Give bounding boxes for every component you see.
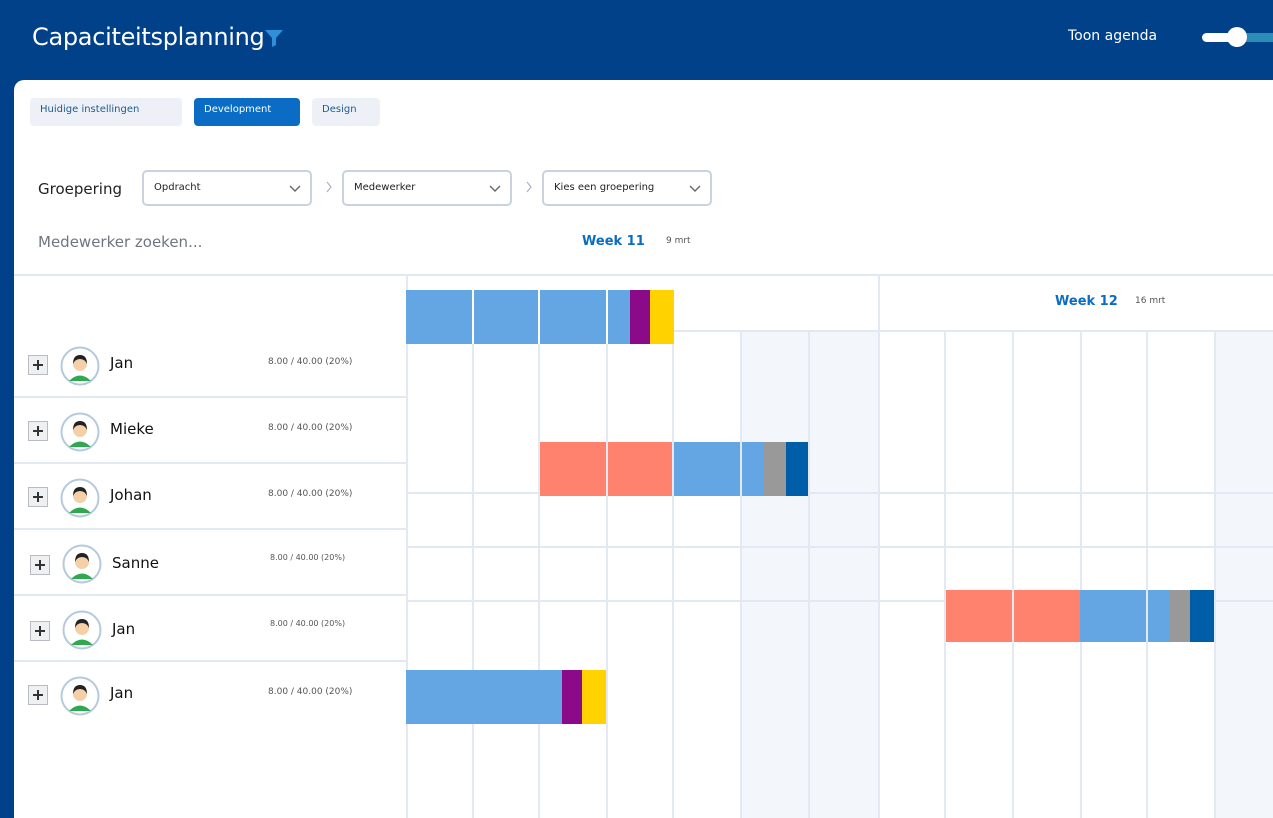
divider bbox=[406, 600, 1273, 602]
expand-plus-icon[interactable] bbox=[30, 621, 50, 641]
select-value: Medewerker bbox=[354, 182, 416, 193]
employee-hours: 8.00 / 40.00 (20%) bbox=[268, 687, 353, 697]
grouping-label: Groepering bbox=[38, 180, 122, 198]
employee-row: Jan 8.00 / 40.00 (20%) bbox=[14, 662, 406, 728]
task-block[interactable] bbox=[1148, 590, 1170, 642]
employee-name: Jan bbox=[110, 354, 134, 372]
task-block[interactable] bbox=[1170, 590, 1190, 642]
avatar-icon bbox=[60, 346, 100, 386]
tab-design[interactable]: Design bbox=[312, 98, 380, 126]
chevron-down-icon bbox=[289, 185, 301, 192]
tab-huidige-instellingen[interactable]: Huidige instellingen bbox=[30, 98, 182, 126]
task-block[interactable] bbox=[608, 442, 672, 496]
employee-hours: 8.00 / 40.00 (20%) bbox=[268, 489, 353, 499]
employee-name: Jan bbox=[110, 684, 134, 702]
weekend-column bbox=[1216, 332, 1273, 818]
grid-line bbox=[606, 344, 608, 818]
select-value: Kies een groepering bbox=[554, 182, 655, 193]
employee-row: Jan 8.00 / 40.00 (20%) bbox=[14, 332, 406, 398]
task-block[interactable] bbox=[474, 290, 538, 344]
employee-hours: 8.00 / 40.00 (20%) bbox=[270, 553, 346, 562]
task-block[interactable] bbox=[946, 590, 1012, 642]
expand-plus-icon[interactable] bbox=[28, 685, 48, 705]
task-block[interactable] bbox=[406, 670, 540, 724]
grid-line bbox=[1012, 332, 1014, 818]
divider bbox=[406, 546, 1273, 548]
divider bbox=[14, 274, 1273, 276]
tab-development[interactable]: Development bbox=[194, 98, 300, 126]
task-block[interactable] bbox=[540, 290, 606, 344]
avatar-icon bbox=[62, 544, 102, 584]
avatar-icon bbox=[60, 676, 100, 716]
task-block[interactable] bbox=[742, 442, 764, 496]
employee-name: Johan bbox=[110, 486, 152, 504]
employee-row: Mieke 8.00 / 40.00 (20%) bbox=[14, 398, 406, 464]
employee-hours: 8.00 / 40.00 (20%) bbox=[268, 423, 353, 433]
grid-line bbox=[944, 332, 946, 818]
divider bbox=[406, 492, 1273, 494]
task-block[interactable] bbox=[1080, 590, 1146, 642]
employee-search-input[interactable] bbox=[38, 233, 338, 251]
avatar-icon bbox=[62, 610, 102, 650]
expand-plus-icon[interactable] bbox=[30, 555, 50, 575]
expand-plus-icon[interactable] bbox=[28, 487, 48, 507]
expand-plus-icon[interactable] bbox=[28, 355, 48, 375]
task-block[interactable] bbox=[562, 670, 582, 724]
divider bbox=[674, 330, 1273, 332]
task-block[interactable] bbox=[540, 670, 562, 724]
task-block[interactable] bbox=[1190, 590, 1214, 642]
employee-name: Sanne bbox=[112, 554, 159, 572]
employee-name: Mieke bbox=[110, 420, 154, 438]
grouping-select-opdracht[interactable]: Opdracht bbox=[142, 170, 312, 206]
week-label: Week 12 bbox=[1055, 294, 1118, 309]
select-value: Opdracht bbox=[154, 182, 201, 193]
task-block[interactable] bbox=[786, 442, 808, 496]
employee-name: Jan bbox=[112, 620, 136, 638]
filter-icon[interactable] bbox=[262, 26, 286, 50]
grid-line bbox=[740, 332, 742, 818]
employee-row: Sanne 8.00 / 40.00 (20%) bbox=[14, 530, 406, 596]
avatar-icon bbox=[60, 478, 100, 518]
toggle-knob[interactable] bbox=[1227, 27, 1247, 47]
employee-hours: 8.00 / 40.00 (20%) bbox=[268, 357, 353, 367]
chevron-right-icon bbox=[326, 181, 332, 193]
grid-line bbox=[878, 276, 880, 818]
weekend-column bbox=[742, 332, 878, 818]
grid-line bbox=[538, 344, 540, 818]
grouping-select-kies[interactable]: Kies een groepering bbox=[542, 170, 712, 206]
task-block[interactable] bbox=[582, 670, 606, 724]
grid-line bbox=[472, 344, 474, 818]
grid-line bbox=[1080, 332, 1082, 818]
grouping-select-medewerker[interactable]: Medewerker bbox=[342, 170, 512, 206]
grid-line bbox=[808, 332, 810, 818]
employee-hours: 8.00 / 40.00 (20%) bbox=[270, 619, 346, 628]
task-block[interactable] bbox=[540, 442, 606, 496]
agenda-toggle-label: Toon agenda bbox=[1068, 28, 1158, 44]
grid-line bbox=[1146, 332, 1148, 818]
week-date: 9 mrt bbox=[666, 236, 691, 246]
agenda-toggle[interactable] bbox=[1202, 27, 1273, 47]
chevron-down-icon bbox=[689, 185, 701, 192]
task-block[interactable] bbox=[674, 442, 740, 496]
grid-line bbox=[672, 332, 674, 818]
task-block[interactable] bbox=[406, 290, 472, 344]
employee-row: Johan 8.00 / 40.00 (20%) bbox=[14, 464, 406, 530]
task-block[interactable] bbox=[764, 442, 786, 496]
week-date: 16 mrt bbox=[1135, 296, 1166, 306]
page-title: Capaciteitsplanning bbox=[32, 23, 265, 51]
employee-row: Jan 8.00 / 40.00 (20%) bbox=[14, 596, 406, 662]
task-block[interactable] bbox=[630, 290, 650, 344]
grid-line bbox=[1214, 332, 1216, 818]
grid-line bbox=[406, 276, 408, 818]
task-block[interactable] bbox=[1014, 590, 1080, 642]
expand-plus-icon[interactable] bbox=[28, 421, 48, 441]
chevron-right-icon bbox=[526, 181, 532, 193]
task-block[interactable] bbox=[608, 290, 630, 344]
avatar-icon bbox=[60, 412, 100, 452]
week-label: Week 11 bbox=[582, 234, 645, 249]
task-block[interactable] bbox=[650, 290, 674, 344]
chevron-down-icon bbox=[489, 185, 501, 192]
